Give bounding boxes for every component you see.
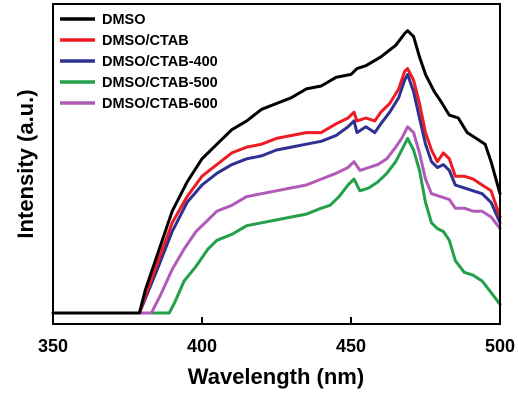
x-tick-label: 400 bbox=[187, 336, 217, 356]
series-line-dmso bbox=[51, 29, 502, 315]
series-line-dmso-ctab-600 bbox=[51, 125, 502, 315]
legend-label: DMSO bbox=[102, 12, 146, 28]
x-axis: 350 400 450 500 bbox=[38, 317, 515, 356]
legend-label: DMSO/CTAB bbox=[102, 33, 189, 49]
series-layer bbox=[51, 29, 502, 315]
legend: DMSO DMSO/CTAB DMSO/CTAB-400 DMSO/CTAB-500 D… bbox=[60, 12, 218, 112]
series-line-dmso-ctab bbox=[51, 67, 502, 315]
plot-frame bbox=[52, 3, 501, 325]
y-axis-title: Intensity (a.u.) bbox=[13, 89, 38, 238]
x-tick-label: 350 bbox=[38, 336, 68, 356]
x-tick-label: 450 bbox=[336, 336, 366, 356]
series-line-dmso-ctab-500 bbox=[51, 136, 502, 315]
legend-label: DMSO/CTAB-400 bbox=[102, 54, 218, 70]
x-tick-label: 500 bbox=[485, 336, 515, 356]
legend-label: DMSO/CTAB-600 bbox=[102, 96, 218, 112]
x-axis-title: Wavelength (nm) bbox=[188, 364, 364, 389]
series-line-dmso-ctab-400 bbox=[51, 72, 502, 315]
legend-label: DMSO/CTAB-500 bbox=[102, 75, 218, 91]
